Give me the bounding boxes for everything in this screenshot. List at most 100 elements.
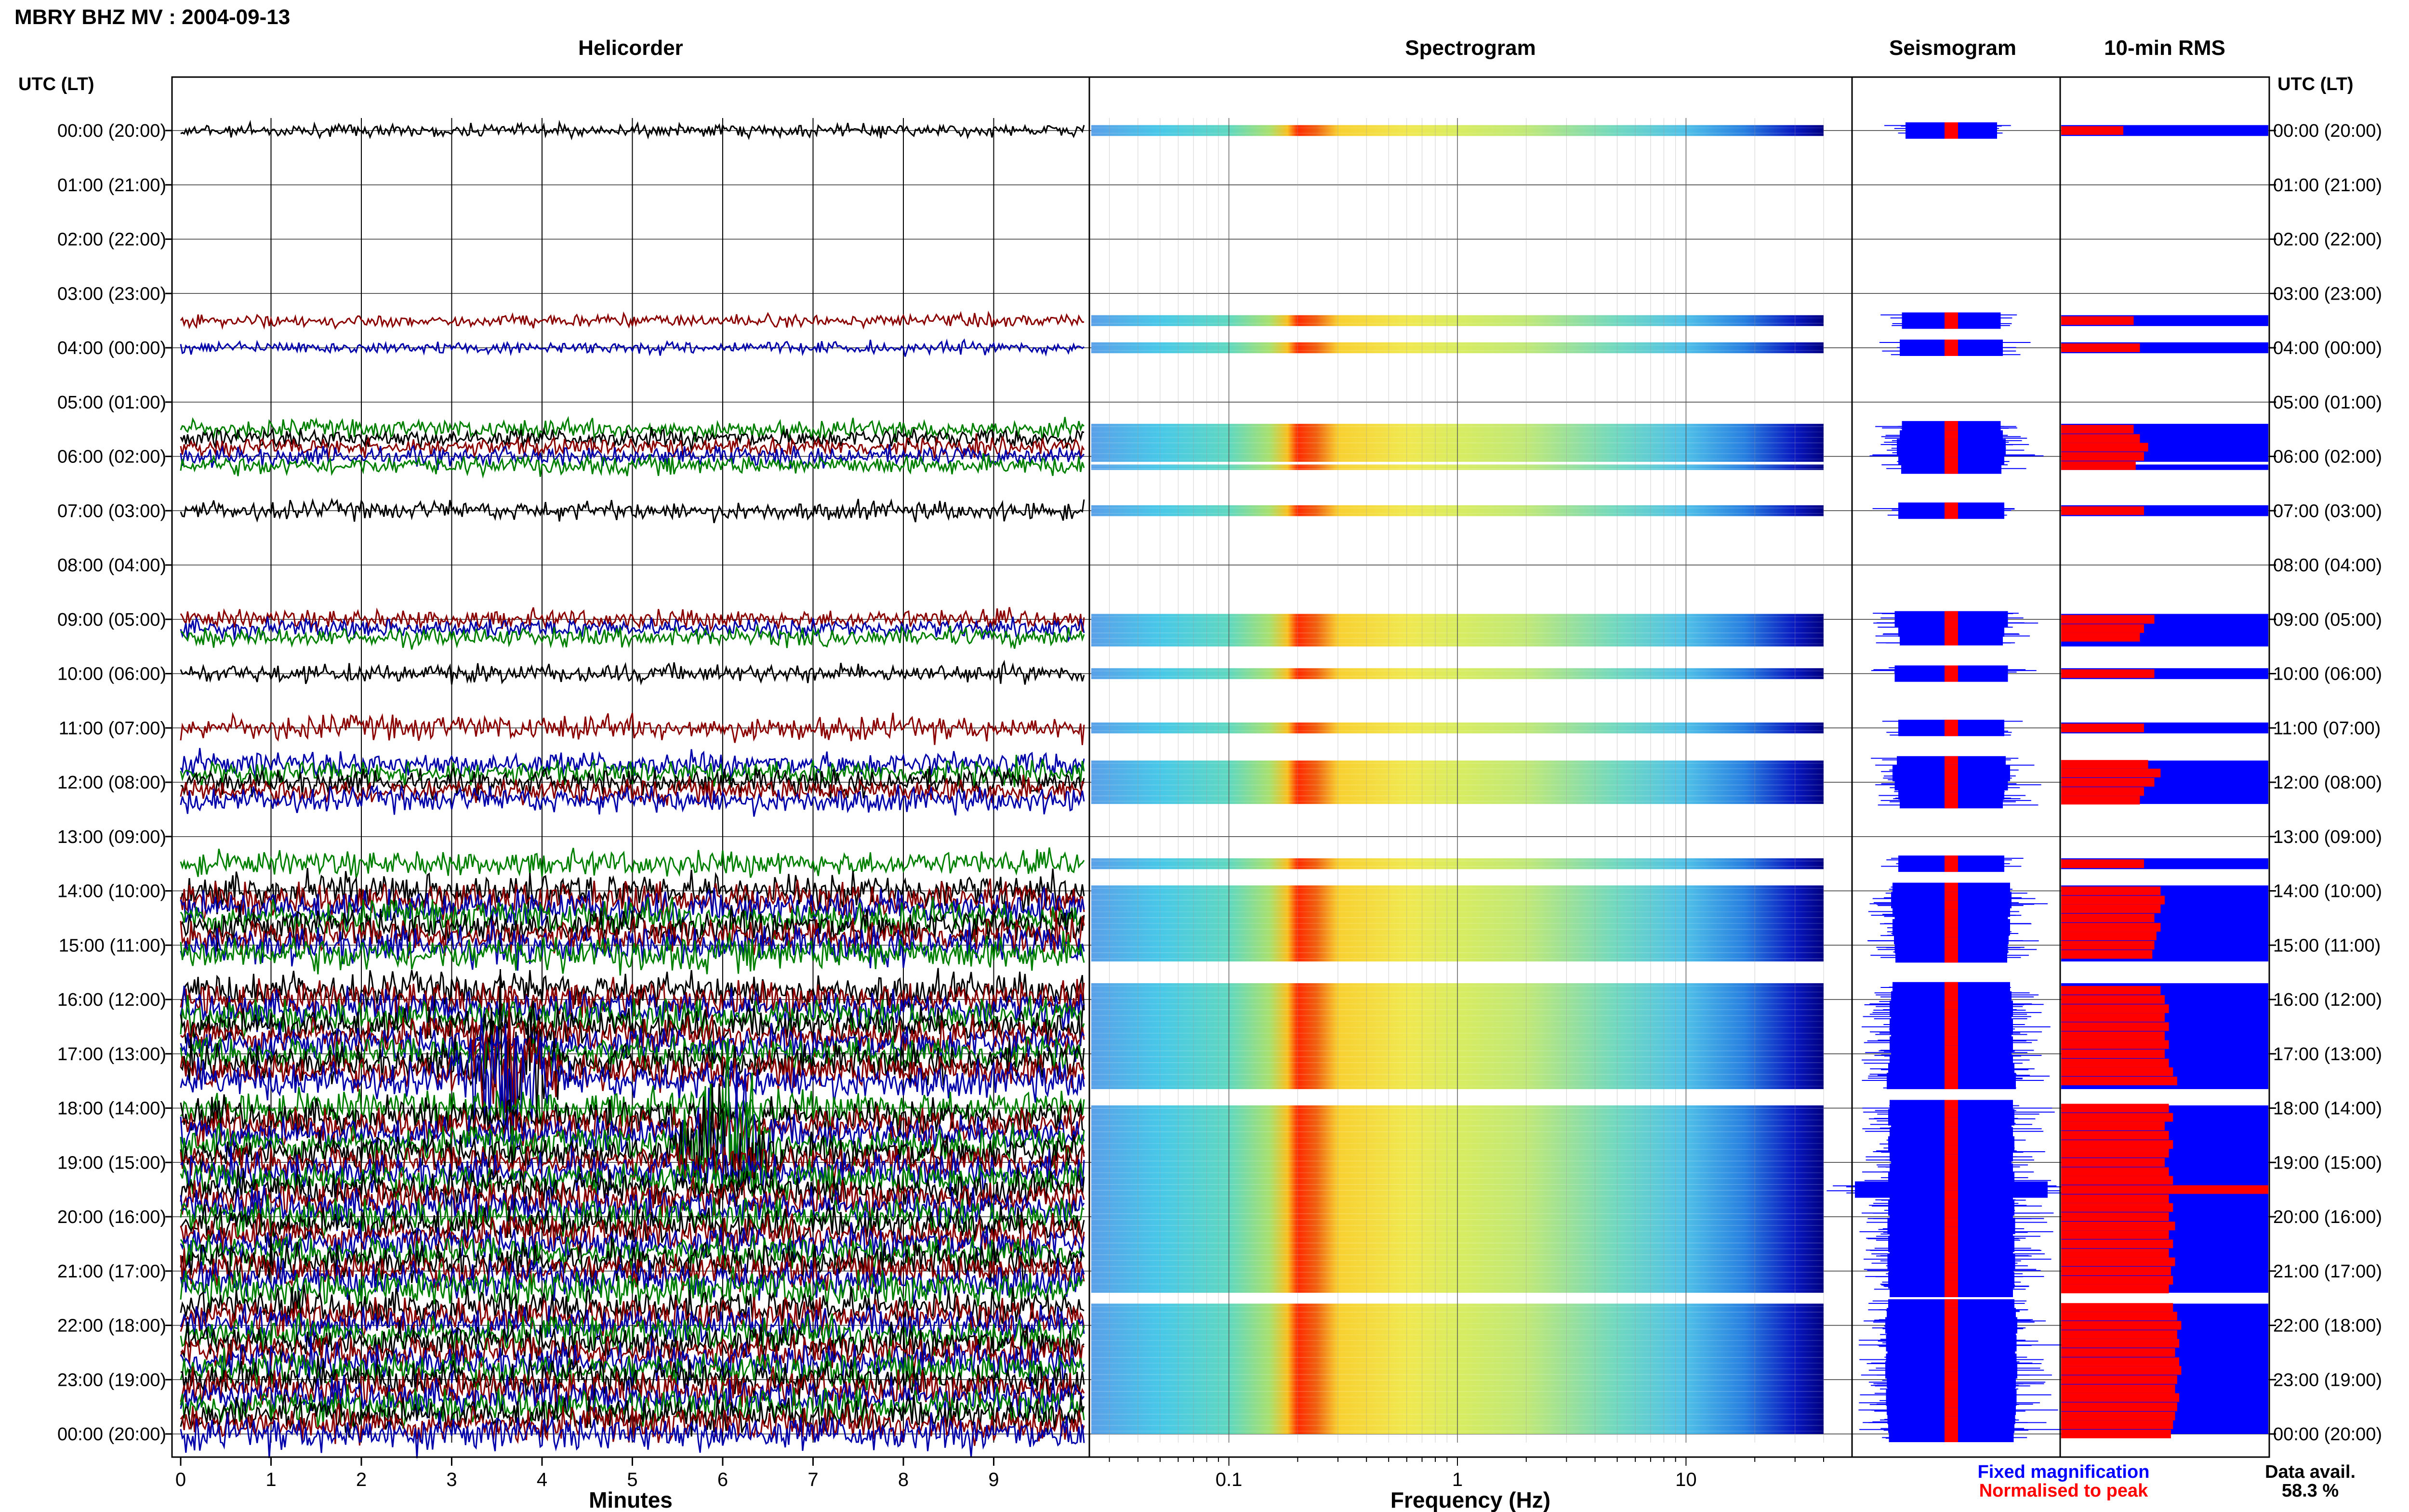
minute-tick-label: 0 (175, 1469, 186, 1490)
frequency-tick-labels: 0.1 1 10 (1216, 1469, 1697, 1490)
helicorder-trace (180, 623, 1085, 650)
seismogram-normalised-bar (1945, 720, 1958, 736)
helicorder-trace (180, 453, 1085, 479)
data-availability-value: 58.3 % (2282, 1481, 2339, 1501)
helicorder-trace (180, 1332, 1085, 1375)
helicorder-trace (180, 1017, 1085, 1145)
rms-normalised-bar (2061, 1348, 2175, 1357)
helicorder-trace (180, 416, 1085, 444)
rms-normalised-bar (2061, 1149, 2169, 1158)
helicorder-trace (180, 338, 1085, 357)
rms-normalised-bar (2061, 1058, 2169, 1067)
rms-normalised-bar (2061, 923, 2161, 932)
rms-normalised-bar (2061, 452, 2144, 461)
time-tick-label-right: 09:00 (05:00) (2273, 610, 2382, 630)
rms-title: 10-min RMS (2104, 36, 2225, 60)
seismogram-normalised-bar (1945, 340, 1958, 356)
time-tick-label-right: 17:00 (13:00) (2273, 1044, 2382, 1065)
seismogram-normalised-bar (1945, 665, 1958, 682)
rms-frame (2059, 76, 2270, 1458)
time-tick-label-left: 17:00 (13:00) (57, 1044, 166, 1065)
seismogram-normalised-bar (1945, 1280, 1958, 1297)
rms-normalised-bar (2061, 506, 2144, 515)
helicorder-trace (180, 1410, 1085, 1459)
minute-tick-label: 7 (807, 1469, 818, 1490)
minute-tick-labels: 0 1 2 3 4 5 6 7 8 9 (175, 1469, 999, 1490)
helicorder-trace (180, 1184, 1085, 1231)
rms-normalised-bar (2061, 1249, 2169, 1258)
rms-normalised-bar (2061, 986, 2161, 995)
time-tick-label-left: 02:00 (22:00) (57, 230, 166, 250)
minute-tick-label: 5 (627, 1469, 637, 1490)
rms-normalised-bar (2061, 1266, 2171, 1275)
helicorder-trace (180, 1176, 1085, 1219)
time-tick-label-right: 12:00 (08:00) (2273, 773, 2382, 793)
time-tick-label-right: 04:00 (00:00) (2273, 338, 2382, 358)
time-tick-label-left: 03:00 (23:00) (57, 284, 166, 304)
helicorder-trace (180, 310, 1085, 330)
time-tick-label-right: 07:00 (03:00) (2273, 501, 2382, 521)
helicorder-trace (180, 1266, 1085, 1311)
rms-normalised-bar (2061, 1158, 2165, 1167)
rms-normalised-bar (2061, 1230, 2169, 1239)
rms-normalised-bar (2061, 796, 2140, 805)
time-tick-label-left: 22:00 (18:00) (57, 1316, 166, 1336)
helicorder-trace (180, 1014, 1085, 1060)
rms-normalised-bar (2061, 1113, 2173, 1122)
time-tick-label-left: 08:00 (04:00) (57, 555, 166, 576)
helicorder-trace (180, 1293, 1085, 1340)
time-tick-label-left: 04:00 (00:00) (57, 338, 166, 358)
rms-normalised-bar (2061, 443, 2148, 452)
helicorder-trace (180, 766, 1085, 801)
rms-normalised-bar (2061, 1420, 2173, 1429)
time-tick-label-right: 08:00 (04:00) (2273, 555, 2382, 576)
seismogram-normalised-bar (1945, 629, 1958, 645)
helicorder-trace (180, 426, 1085, 451)
helicorder-trace (180, 1104, 1085, 1149)
rms-normalised-bar (2061, 1040, 2169, 1049)
rms-normalised-bar (2061, 1312, 2177, 1321)
rms-normalised-bar (2061, 343, 2140, 352)
rms-normalised-bar (2061, 1049, 2165, 1058)
time-tick-label-left: 21:00 (17:00) (57, 1262, 166, 1282)
helicorder-trace (180, 1236, 1085, 1288)
helicorder-trace (180, 1058, 1085, 1191)
time-tick-label-left: 00:00 (20:00) (57, 121, 166, 141)
time-tick-label-left: 18:00 (14:00) (57, 1099, 166, 1119)
frequency-tick-label: 0.1 (1216, 1469, 1243, 1490)
rms-normalised-bar (2061, 1022, 2169, 1031)
rms-normalised-bar (2061, 1212, 2169, 1221)
rms-normalised-bar (2061, 778, 2155, 787)
time-tick-label-right: 23:00 (19:00) (2273, 1370, 2382, 1390)
helicorder-trace (180, 922, 1085, 971)
rms-normalised-bar (2061, 1430, 2171, 1438)
helicorder-trace (180, 896, 1085, 942)
time-axis-header-right: UTC (LT) (2277, 74, 2354, 94)
rms-normalised-bar (2061, 1185, 2268, 1194)
rms-normalised-bar (2061, 624, 2144, 633)
helicorder-trace (180, 1303, 1085, 1347)
helicorder-trace (180, 1256, 1085, 1304)
seismogram-normalised-bar (1945, 122, 1958, 139)
rms-normalised-bar (2061, 1077, 2177, 1086)
helicorder-trace (180, 711, 1085, 745)
helicorder-trace (180, 1248, 1085, 1292)
time-tick-label-right: 00:00 (20:00) (2273, 1424, 2382, 1445)
rms-normalised-bar (2061, 941, 2155, 950)
rms-normalised-bar (2061, 1203, 2173, 1212)
helicorder-trace (180, 1284, 1085, 1331)
rms-normalised-bar (2061, 913, 2155, 922)
rms-normalised-bar (2061, 768, 2161, 777)
seismogram-panel (1827, 122, 2073, 1442)
frequency-axis-title: Frequency (Hz) (1390, 1487, 1550, 1512)
time-tick-label-right: 14:00 (10:00) (2273, 881, 2382, 902)
time-tick-label-right: 11:00 (07:00) (2273, 718, 2381, 738)
rms-normalised-bar (2061, 1393, 2180, 1402)
rms-normalised-bar (2061, 1031, 2165, 1040)
minute-tick-label: 2 (356, 1469, 367, 1490)
helicorder-trace (180, 784, 1085, 817)
rms-normalised-bar (2061, 1339, 2180, 1348)
time-tick-label-left: 07:00 (03:00) (57, 501, 166, 521)
helicorder-trace (180, 748, 1085, 781)
frequency-tick-label: 10 (1675, 1469, 1697, 1490)
